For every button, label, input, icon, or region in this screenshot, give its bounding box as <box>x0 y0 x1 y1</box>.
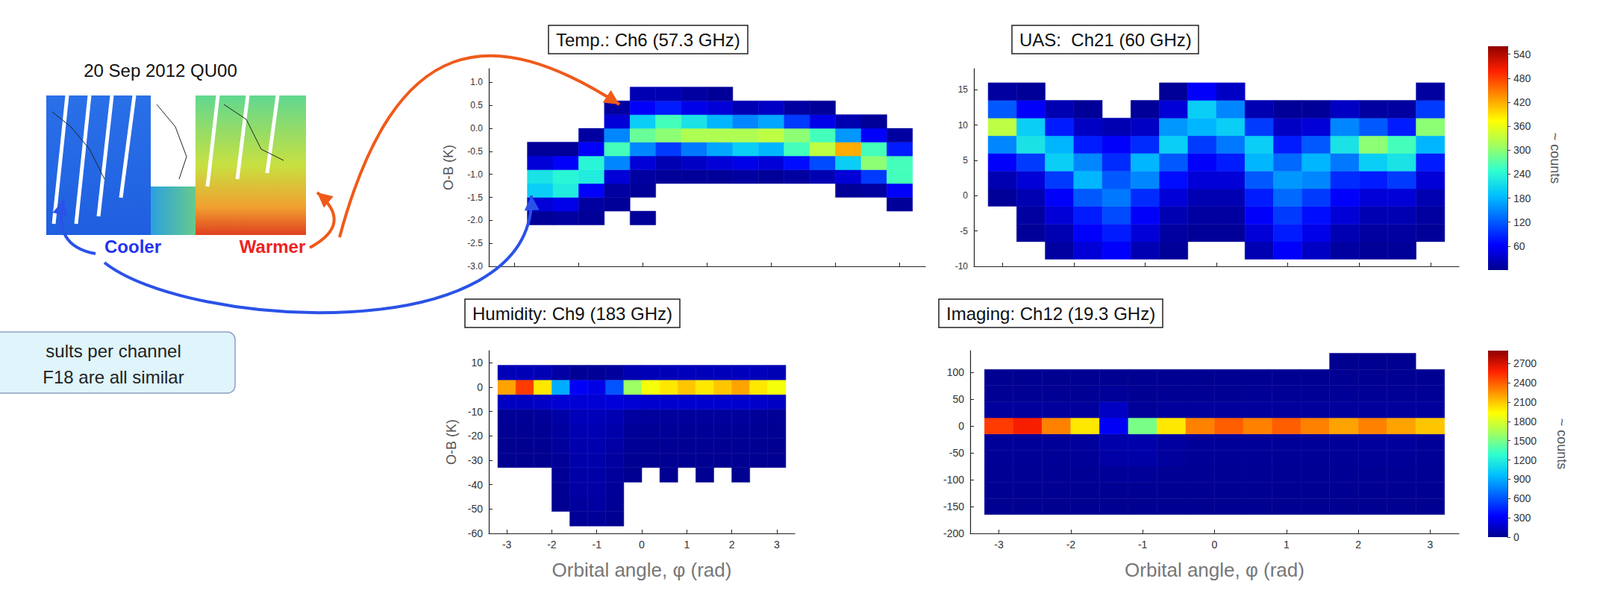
svg-text:-40: -40 <box>467 479 483 492</box>
svg-text:-150: -150 <box>943 500 965 513</box>
svg-text:60: 60 <box>1513 240 1526 253</box>
svg-text:100: 100 <box>947 366 965 379</box>
svg-text:540: 540 <box>1513 48 1532 61</box>
svg-text:Humidity: Ch9 (183 GHz): Humidity: Ch9 (183 GHz) <box>472 303 673 324</box>
svg-text:360: 360 <box>1513 120 1532 133</box>
svg-text:0: 0 <box>962 190 968 201</box>
svg-text:2: 2 <box>729 538 736 551</box>
svg-text:-10: -10 <box>467 405 483 418</box>
svg-text:Temp.: Ch6 (57.3 GHz): Temp.: Ch6 (57.3 GHz) <box>555 29 741 50</box>
svg-text:-1: -1 <box>591 538 602 551</box>
svg-text:Warmer: Warmer <box>239 236 306 257</box>
svg-text:0: 0 <box>638 538 645 551</box>
svg-text:UAS: Ch21 (60 GHz): UAS: Ch21 (60 GHz) <box>1019 29 1192 50</box>
svg-text:-20: -20 <box>467 429 483 442</box>
svg-text:1200: 1200 <box>1513 454 1537 467</box>
svg-text:~ counts: ~ counts <box>1554 418 1570 471</box>
svg-text:1: 1 <box>683 538 690 551</box>
svg-text:0: 0 <box>476 381 483 394</box>
svg-text:sults per channel: sults per channel <box>45 341 181 362</box>
svg-text:F18 are all similar: F18 are all similar <box>42 367 184 388</box>
svg-text:2400: 2400 <box>1513 376 1537 389</box>
svg-text:2: 2 <box>1355 538 1362 551</box>
svg-text:Cooler: Cooler <box>104 236 162 257</box>
svg-text:3: 3 <box>1427 538 1434 551</box>
svg-text:15: 15 <box>958 84 969 95</box>
svg-text:-10: -10 <box>955 261 969 272</box>
svg-text:1: 1 <box>1283 538 1290 551</box>
svg-text:-50: -50 <box>467 502 483 515</box>
svg-text:420: 420 <box>1513 96 1532 109</box>
svg-text:-3: -3 <box>994 538 1004 551</box>
svg-text:Imaging: Ch12 (19.3 GHz): Imaging: Ch12 (19.3 GHz) <box>946 303 1156 324</box>
svg-text:1500: 1500 <box>1513 435 1537 448</box>
svg-text:-5: -5 <box>959 226 968 237</box>
svg-text:2100: 2100 <box>1513 396 1537 409</box>
svg-text:-60: -60 <box>467 527 483 540</box>
svg-text:0.0: 0.0 <box>470 123 483 134</box>
svg-text:Orbital angle, φ (rad): Orbital angle, φ (rad) <box>1124 558 1305 582</box>
svg-text:3: 3 <box>773 538 780 551</box>
svg-text:-50: -50 <box>949 447 965 459</box>
svg-text:1800: 1800 <box>1513 415 1537 428</box>
svg-text:600: 600 <box>1513 492 1532 505</box>
svg-text:-0.5: -0.5 <box>467 146 483 157</box>
svg-text:-200: -200 <box>943 527 965 540</box>
svg-text:10: 10 <box>958 120 969 131</box>
svg-text:-1: -1 <box>1138 538 1148 551</box>
svg-text:300: 300 <box>1513 511 1532 524</box>
svg-text:0.5: 0.5 <box>470 100 483 111</box>
svg-text:-2.5: -2.5 <box>467 238 483 249</box>
svg-text:-1.5: -1.5 <box>467 192 483 203</box>
svg-text:300: 300 <box>1513 144 1532 156</box>
svg-text:-2: -2 <box>547 538 557 551</box>
svg-text:2700: 2700 <box>1513 357 1537 370</box>
svg-text:-30: -30 <box>467 454 483 467</box>
svg-text:900: 900 <box>1513 473 1532 486</box>
svg-text:0: 0 <box>1211 538 1218 551</box>
svg-text:-1.0: -1.0 <box>467 169 483 180</box>
svg-text:1.0: 1.0 <box>470 76 483 88</box>
svg-text:50: 50 <box>952 393 965 406</box>
svg-text:Orbital angle, φ (rad): Orbital angle, φ (rad) <box>552 558 733 582</box>
svg-text:-2.0: -2.0 <box>467 214 483 226</box>
svg-text:-3: -3 <box>502 538 512 551</box>
svg-text:480: 480 <box>1513 72 1532 85</box>
svg-text:0: 0 <box>958 420 965 433</box>
svg-text:O-B (K): O-B (K) <box>444 419 459 465</box>
svg-text:240: 240 <box>1513 167 1532 180</box>
svg-text:10: 10 <box>470 356 483 369</box>
svg-text:120: 120 <box>1513 216 1532 229</box>
svg-text:-100: -100 <box>943 473 965 486</box>
svg-text:20 Sep 2012 QU00: 20 Sep 2012 QU00 <box>83 60 238 81</box>
svg-text:-2: -2 <box>1066 538 1077 551</box>
svg-text:O-B (K): O-B (K) <box>441 144 456 191</box>
svg-text:5: 5 <box>962 155 968 166</box>
svg-text:-3.0: -3.0 <box>467 261 483 272</box>
svg-text:0: 0 <box>1513 531 1520 544</box>
svg-text:~ counts: ~ counts <box>1547 132 1563 185</box>
svg-text:180: 180 <box>1513 192 1532 205</box>
